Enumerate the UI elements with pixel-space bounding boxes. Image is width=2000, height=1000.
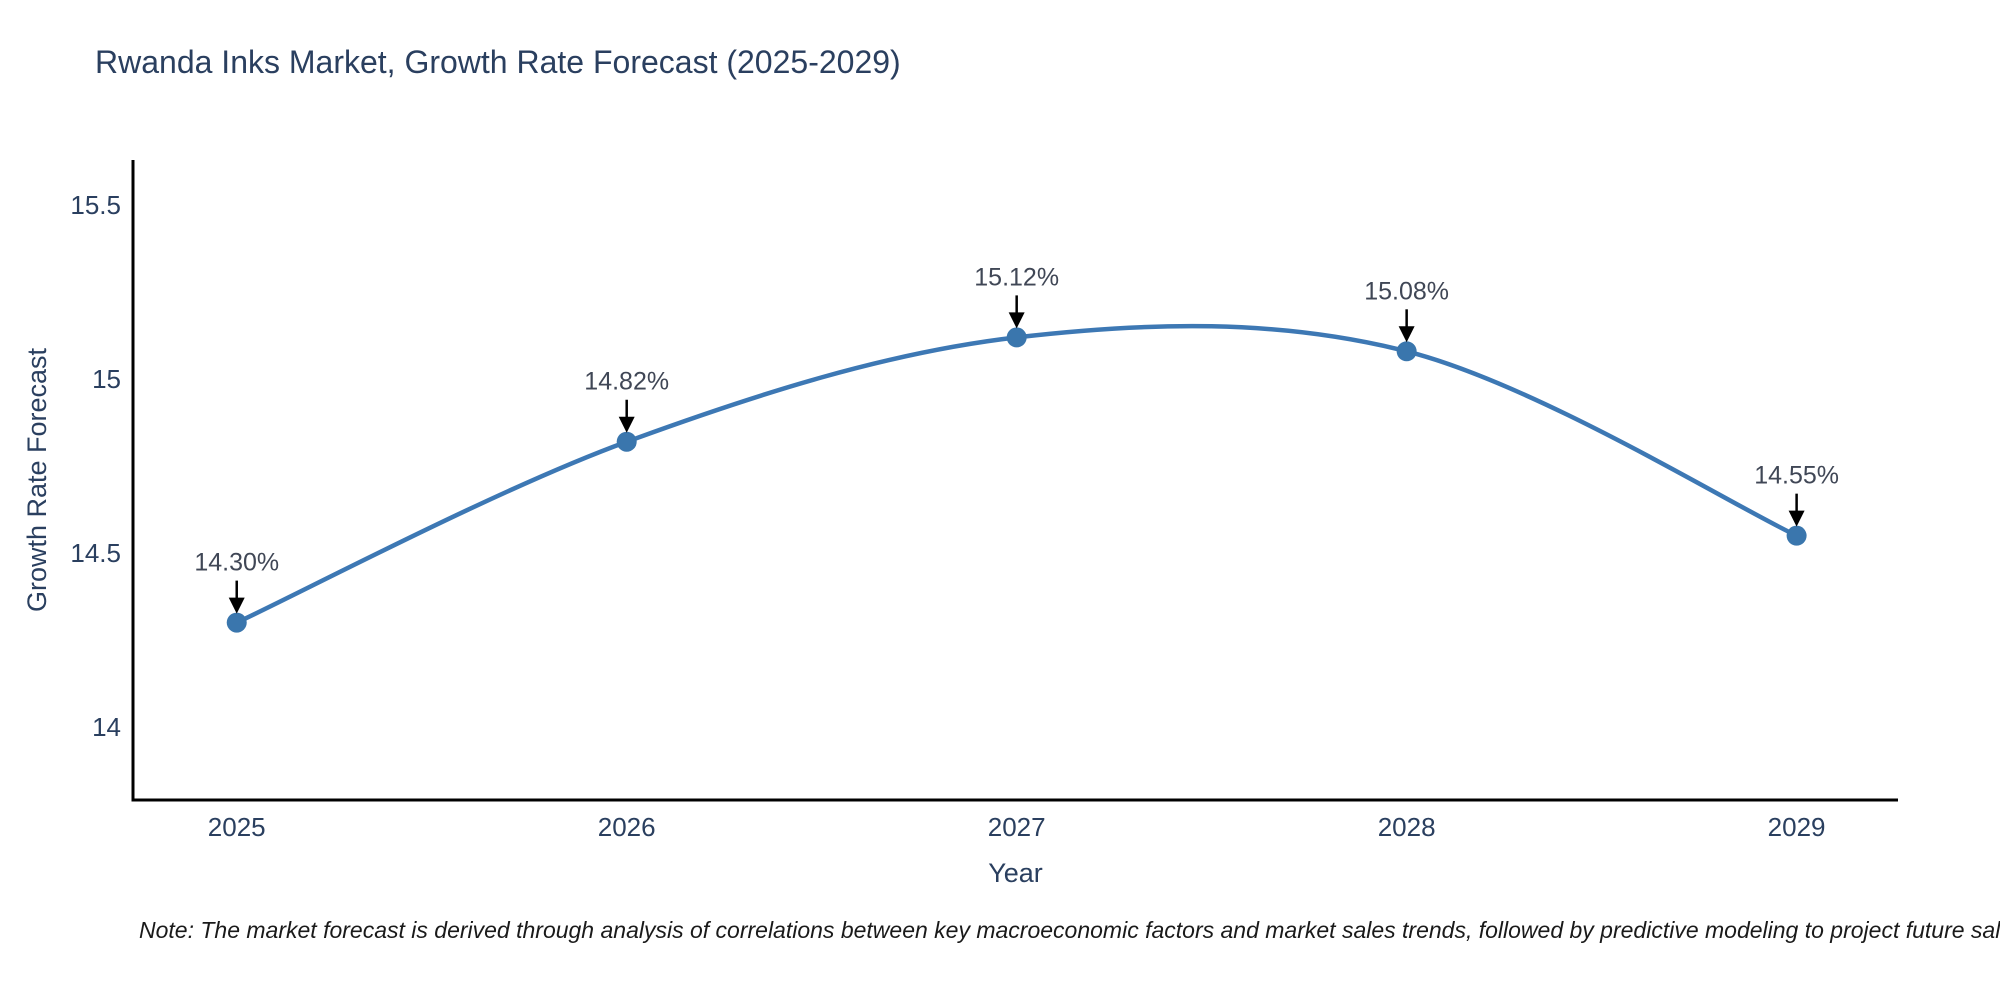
x-tick-label: 2026 [598, 812, 656, 842]
x-tick-label: 2029 [1768, 812, 1826, 842]
footnote: Note: The market forecast is derived thr… [139, 917, 2000, 943]
y-tick-label: 15 [92, 364, 121, 394]
x-tick-label: 2027 [988, 812, 1046, 842]
y-axis-title-text: Growth Rate Forecast [22, 347, 52, 613]
data-point-marker [226, 612, 247, 633]
forecast-line [234, 323, 1799, 625]
y-tick-label: 14 [92, 712, 121, 742]
chart-title: Rwanda Inks Market, Growth Rate Forecast… [95, 44, 901, 80]
data-point-label: 15.08% [1364, 277, 1449, 305]
data-point-marker [1786, 525, 1807, 546]
y-tick-label: 15.5 [70, 190, 121, 220]
annotation-arrowhead [1398, 326, 1415, 343]
data-point-label: 14.55% [1754, 462, 1839, 490]
data-point-marker [1396, 341, 1417, 362]
x-axis-title: Year [988, 858, 1043, 888]
data-point-label: 14.30% [194, 549, 279, 577]
data-point-label: 15.12% [974, 263, 1059, 291]
annotation-arrowhead [1008, 312, 1025, 329]
y-tick-label: 14.5 [70, 538, 121, 568]
annotation-arrowhead [228, 597, 245, 614]
annotation-arrowhead [618, 416, 635, 433]
data-point-label: 14.82% [584, 368, 669, 396]
x-tick-label: 2028 [1378, 812, 1436, 842]
annotation-arrowhead [1788, 510, 1805, 527]
data-point-marker [1006, 327, 1027, 348]
data-point-marker [616, 431, 637, 452]
x-tick-label: 2025 [208, 812, 266, 842]
